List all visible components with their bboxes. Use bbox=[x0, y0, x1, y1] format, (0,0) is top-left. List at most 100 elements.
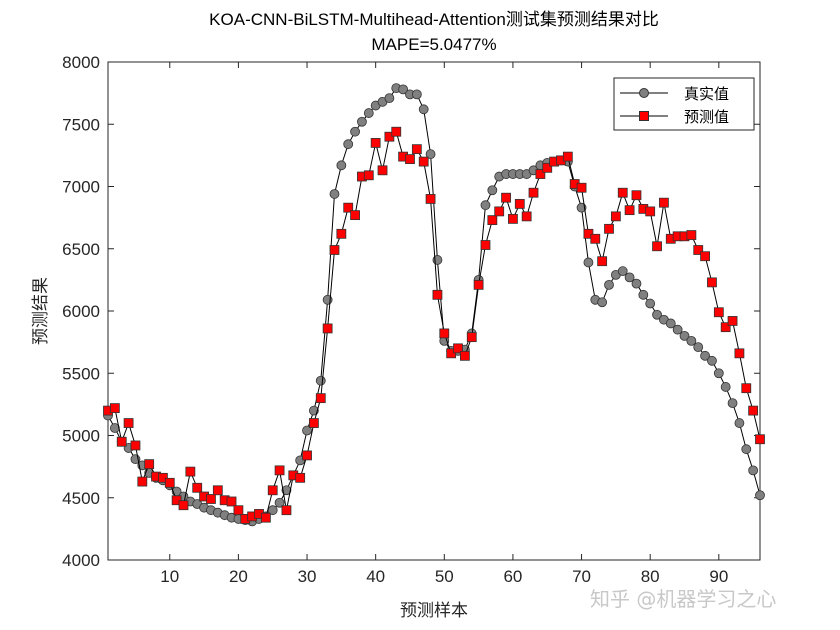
data-point bbox=[363, 108, 374, 118]
data-point bbox=[178, 500, 189, 511]
data-point bbox=[411, 89, 422, 100]
data-point bbox=[480, 200, 491, 211]
data-point bbox=[748, 465, 759, 476]
data-point bbox=[562, 151, 573, 162]
data-point bbox=[295, 472, 306, 483]
data-point bbox=[713, 368, 724, 379]
y-tick-label: 8000 bbox=[62, 53, 100, 72]
data-point bbox=[377, 165, 388, 176]
data-point bbox=[336, 160, 347, 171]
data-point bbox=[302, 450, 312, 461]
data-point bbox=[350, 210, 360, 221]
data-point bbox=[597, 297, 608, 308]
data-point bbox=[233, 505, 244, 516]
data-point bbox=[357, 116, 367, 127]
data-point bbox=[583, 257, 594, 268]
data-point bbox=[693, 342, 704, 353]
data-point bbox=[267, 485, 278, 496]
data-point bbox=[302, 425, 312, 436]
data-point bbox=[693, 245, 704, 255]
data-point bbox=[315, 393, 326, 404]
data-point bbox=[624, 205, 635, 216]
data-point bbox=[322, 323, 333, 334]
data-point bbox=[576, 182, 587, 193]
data-point bbox=[535, 169, 546, 179]
legend-box bbox=[613, 77, 755, 131]
data-point bbox=[528, 187, 539, 198]
data-point bbox=[329, 189, 340, 199]
data-point bbox=[164, 477, 175, 488]
data-point bbox=[411, 144, 422, 155]
x-tick-label: 70 bbox=[572, 567, 591, 586]
data-point bbox=[610, 211, 621, 222]
data-point bbox=[158, 472, 168, 483]
data-point bbox=[212, 485, 223, 496]
data-point bbox=[260, 512, 271, 523]
watermark: 知乎 @机器学习之心 bbox=[590, 587, 776, 611]
data-point bbox=[734, 418, 745, 428]
data-point bbox=[398, 84, 409, 95]
data-point bbox=[308, 405, 319, 416]
data-point bbox=[274, 497, 285, 508]
data-point bbox=[405, 154, 415, 165]
y-axis-label: 预测结果 bbox=[31, 277, 51, 345]
plot-area bbox=[107, 61, 761, 561]
legend-label-pred: 预测值 bbox=[684, 108, 729, 126]
data-point bbox=[343, 139, 354, 150]
data-point bbox=[130, 440, 141, 451]
data-point bbox=[645, 206, 656, 217]
data-point bbox=[521, 211, 532, 222]
data-point bbox=[336, 228, 347, 239]
data-point bbox=[329, 245, 340, 255]
data-point bbox=[494, 206, 505, 217]
data-point bbox=[206, 494, 216, 504]
data-point bbox=[418, 104, 429, 115]
y-tick-label: 4500 bbox=[62, 489, 100, 508]
y-tick-label: 6000 bbox=[62, 302, 100, 321]
data-point bbox=[727, 316, 738, 326]
data-point bbox=[308, 418, 319, 428]
legend-label-true: 真实值 bbox=[684, 85, 729, 103]
data-point bbox=[755, 490, 765, 501]
data-point bbox=[597, 256, 608, 267]
data-point bbox=[590, 233, 601, 244]
data-point bbox=[315, 375, 326, 386]
data-point bbox=[226, 496, 237, 507]
legend-marker-true bbox=[639, 88, 649, 98]
chart-title: KOA-CNN-BiLSTM-Multihead-Attention测试集预测结… bbox=[209, 10, 659, 29]
data-point bbox=[679, 330, 690, 341]
data-point bbox=[734, 348, 745, 359]
y-tick-label: 7000 bbox=[62, 178, 100, 197]
x-tick-label: 60 bbox=[503, 567, 522, 586]
series-pred bbox=[103, 126, 765, 524]
y-tick-label: 4000 bbox=[62, 551, 100, 570]
data-point bbox=[617, 266, 628, 277]
data-point bbox=[741, 383, 752, 394]
data-point bbox=[707, 277, 717, 288]
data-point bbox=[439, 328, 450, 339]
data-point bbox=[638, 289, 649, 300]
legend: 真实值 预测值 bbox=[613, 77, 755, 131]
data-point bbox=[192, 482, 203, 493]
x-tick-label: 30 bbox=[298, 567, 317, 586]
data-point bbox=[425, 194, 436, 204]
data-point bbox=[384, 93, 395, 104]
data-point bbox=[459, 350, 470, 361]
data-point bbox=[604, 279, 614, 290]
data-point bbox=[624, 272, 635, 283]
chart-subtitle: MAPE=5.0477% bbox=[371, 35, 496, 54]
data-point bbox=[583, 228, 594, 239]
data-point bbox=[604, 223, 614, 234]
data-point bbox=[652, 309, 662, 320]
data-point bbox=[432, 289, 443, 300]
x-axis-label: 预测样本 bbox=[400, 601, 468, 621]
data-point bbox=[665, 318, 676, 329]
data-point bbox=[659, 197, 669, 208]
data-point bbox=[281, 505, 292, 516]
x-tick-label: 20 bbox=[229, 567, 248, 586]
data-point bbox=[707, 355, 717, 366]
data-point bbox=[116, 436, 127, 447]
data-point bbox=[453, 343, 463, 354]
data-point bbox=[542, 162, 553, 173]
